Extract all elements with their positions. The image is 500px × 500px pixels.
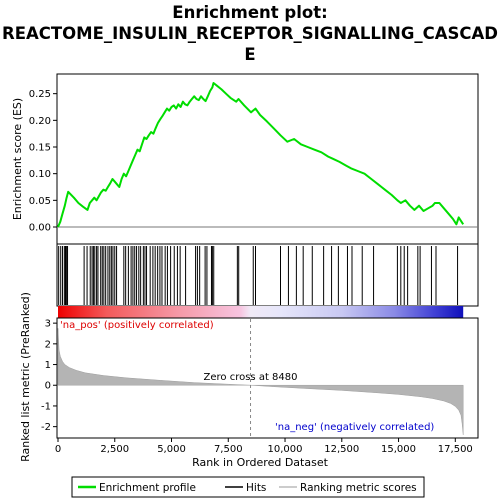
x-tick-label: 5,000 <box>157 444 186 455</box>
chart-title-line-2: REACTOME_INSULIN_RECEPTOR_SIGNALLING_CAS… <box>2 24 498 43</box>
hits-panel <box>56 243 479 307</box>
hits-panel-frame <box>56 243 479 307</box>
es-y-tick-label: 0.25 <box>29 89 51 100</box>
ranking-metric-area <box>57 328 464 435</box>
zero-cross-annotation: Zero cross at 8480 <box>204 372 298 383</box>
rank-color-gradient <box>58 306 464 318</box>
legend: Enrichment profile Hits Ranking metric sco… <box>71 476 425 498</box>
legend-label-ranking-metric-scores: Ranking metric scores <box>300 482 417 494</box>
es-curve <box>57 82 465 228</box>
positive-correlation-label: 'na_pos' (positively correlated) <box>60 320 214 331</box>
legend-box <box>71 476 425 498</box>
metric-y-tick-label: -1 <box>41 401 51 412</box>
metric-y-tick-label: 3 <box>45 319 51 330</box>
es-y-tick-label: 0.00 <box>29 223 51 234</box>
chart-title-line-1: Enrichment plot: <box>172 3 327 22</box>
ranked-metric-panel: -2 -1 0 1 2 3 Zero cross at 8480 'na_pos' (po… <box>19 292 479 462</box>
metric-y-tick-label: -2 <box>41 422 51 433</box>
es-panel-frame <box>56 73 479 245</box>
x-axis-ticks: 0 2,500 5,000 7,500 10,000 12,500 15,000 17,500 <box>55 438 473 455</box>
x-axis-label: Rank in Ordered Dataset <box>192 456 329 469</box>
x-tick-label: 12,500 <box>324 444 359 455</box>
x-tick-label: 17,500 <box>438 444 473 455</box>
es-y-tick-label: 0.15 <box>29 143 51 154</box>
metric-y-tick-label: 0 <box>45 381 51 392</box>
x-tick-label: 0 <box>55 444 61 455</box>
legend-label-hits: Hits <box>246 482 266 494</box>
metric-y-axis-label: Ranked list metric (PreRanked) <box>19 292 32 462</box>
x-tick-label: 2,500 <box>100 444 129 455</box>
es-panel: 0.00 0.05 0.10 0.15 0.20 0.25 Enrichment scor… <box>11 73 479 245</box>
es-y-tick-label: 0.20 <box>29 116 51 127</box>
x-tick-label: 15,000 <box>381 444 416 455</box>
legend-label-enrichment-profile: Enrichment profile <box>99 482 196 494</box>
es-y-axis-label: Enrichment score (ES) <box>11 98 24 220</box>
metric-y-tick-label: 1 <box>45 360 51 371</box>
chart-title-line-3: E <box>244 45 255 64</box>
negative-correlation-label: 'na_neg' (negatively correlated) <box>275 422 434 433</box>
es-y-tick-label: 0.10 <box>29 169 51 180</box>
x-tick-label: 7,500 <box>214 444 243 455</box>
metric-y-tick-label: 2 <box>45 339 51 350</box>
x-tick-label: 10,000 <box>268 444 303 455</box>
es-y-tick-label: 0.05 <box>29 196 51 207</box>
rank-color-bar <box>58 306 464 318</box>
